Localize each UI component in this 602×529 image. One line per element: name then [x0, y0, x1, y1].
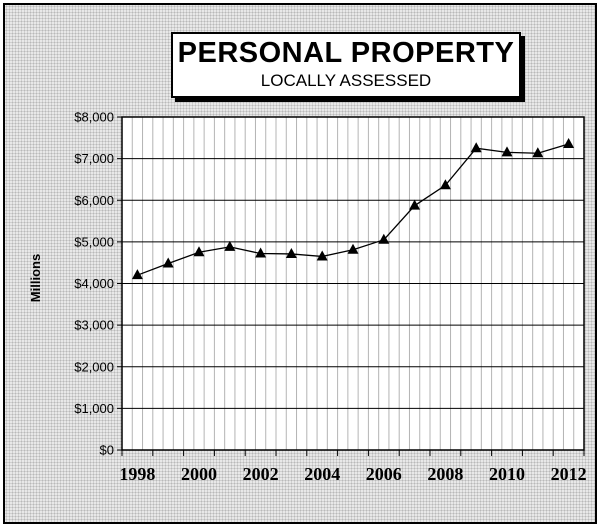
- x-tick-label: 2010: [489, 464, 525, 484]
- data-point-triangle: [563, 138, 575, 149]
- y-tick-label: $3,000: [74, 318, 114, 333]
- data-point-triangle: [470, 142, 482, 153]
- data-point-triangle: [532, 147, 544, 158]
- data-point-triangle: [131, 269, 143, 280]
- x-tick-label: 2012: [551, 464, 587, 484]
- x-tick-label: 2008: [427, 464, 463, 484]
- y-tick-label: $5,000: [74, 234, 114, 249]
- y-tick-label: $4,000: [74, 276, 114, 291]
- y-tick-label: $2,000: [74, 359, 114, 374]
- x-tick-label: 2000: [181, 464, 217, 484]
- chart-title-box: PERSONAL PROPERTY LOCALLY ASSESSED: [171, 32, 521, 98]
- data-point-triangle: [378, 233, 390, 244]
- data-point-triangle: [409, 199, 421, 210]
- data-point-triangle: [347, 243, 359, 254]
- x-tick-label: 2002: [243, 464, 279, 484]
- x-tick-label: 1998: [119, 464, 155, 484]
- x-tick-label: 2006: [366, 464, 402, 484]
- data-point-triangle: [285, 247, 297, 258]
- data-point-triangle: [162, 257, 174, 268]
- y-tick-label: $1,000: [74, 401, 114, 416]
- data-point-triangle: [439, 179, 451, 190]
- data-point-triangle: [316, 250, 328, 261]
- y-axis-label: Millions: [28, 254, 43, 302]
- y-tick-label: $8,000: [74, 110, 114, 125]
- chart-subtitle: LOCALLY ASSESSED: [260, 71, 432, 90]
- data-point-triangle: [224, 240, 236, 251]
- data-point-triangle: [193, 246, 205, 257]
- data-point-triangle: [501, 146, 513, 157]
- y-tick-label: $7,000: [74, 151, 114, 166]
- data-point-triangle: [255, 247, 267, 258]
- x-tick-label: 2004: [304, 464, 340, 484]
- chart-title: PERSONAL PROPERTY: [177, 37, 515, 69]
- plot-border: [121, 116, 585, 451]
- y-tick-label: $0: [100, 443, 114, 458]
- y-tick-label: $6,000: [74, 193, 114, 208]
